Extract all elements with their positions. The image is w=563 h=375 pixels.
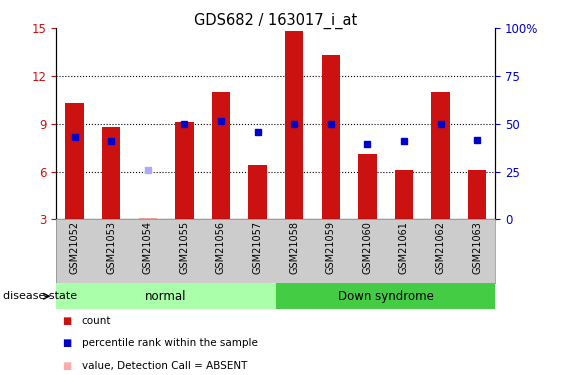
Bar (138, 218, 157, 219)
Text: GSM21058: GSM21058 (289, 221, 299, 274)
Text: GSM21055: GSM21055 (180, 221, 189, 274)
Text: GSM21056: GSM21056 (216, 221, 226, 274)
Text: ■: ■ (62, 316, 71, 326)
Text: GSM21060: GSM21060 (363, 221, 372, 274)
Text: normal: normal (145, 290, 187, 303)
Text: value, Detection Call = ABSENT: value, Detection Call = ABSENT (82, 361, 247, 370)
Bar (321, 55, 340, 219)
Bar (56, 283, 276, 309)
Bar (212, 92, 230, 219)
Bar (395, 170, 413, 219)
Text: GSM21057: GSM21057 (253, 221, 262, 274)
Text: GSM21059: GSM21059 (326, 221, 336, 274)
Text: ■: ■ (62, 361, 71, 370)
Text: GDS682 / 163017_i_at: GDS682 / 163017_i_at (194, 13, 358, 29)
Text: GSM21062: GSM21062 (436, 221, 445, 274)
Text: GSM21063: GSM21063 (472, 221, 482, 274)
Bar (276, 283, 495, 309)
Text: GSM21053: GSM21053 (106, 221, 116, 274)
Text: percentile rank within the sample: percentile rank within the sample (82, 338, 257, 348)
Text: ■: ■ (62, 338, 71, 348)
Text: GSM21054: GSM21054 (143, 221, 153, 274)
Bar (65, 103, 84, 219)
Text: count: count (82, 316, 111, 326)
Text: GSM21061: GSM21061 (399, 221, 409, 274)
Bar (431, 92, 450, 219)
Bar (248, 165, 267, 219)
Bar (285, 32, 303, 219)
Bar (102, 127, 120, 219)
Text: Down syndrome: Down syndrome (338, 290, 434, 303)
Bar (468, 170, 486, 219)
Bar (175, 122, 194, 219)
Text: GSM21052: GSM21052 (70, 221, 79, 274)
Bar (358, 154, 377, 219)
Text: disease state: disease state (3, 291, 77, 301)
